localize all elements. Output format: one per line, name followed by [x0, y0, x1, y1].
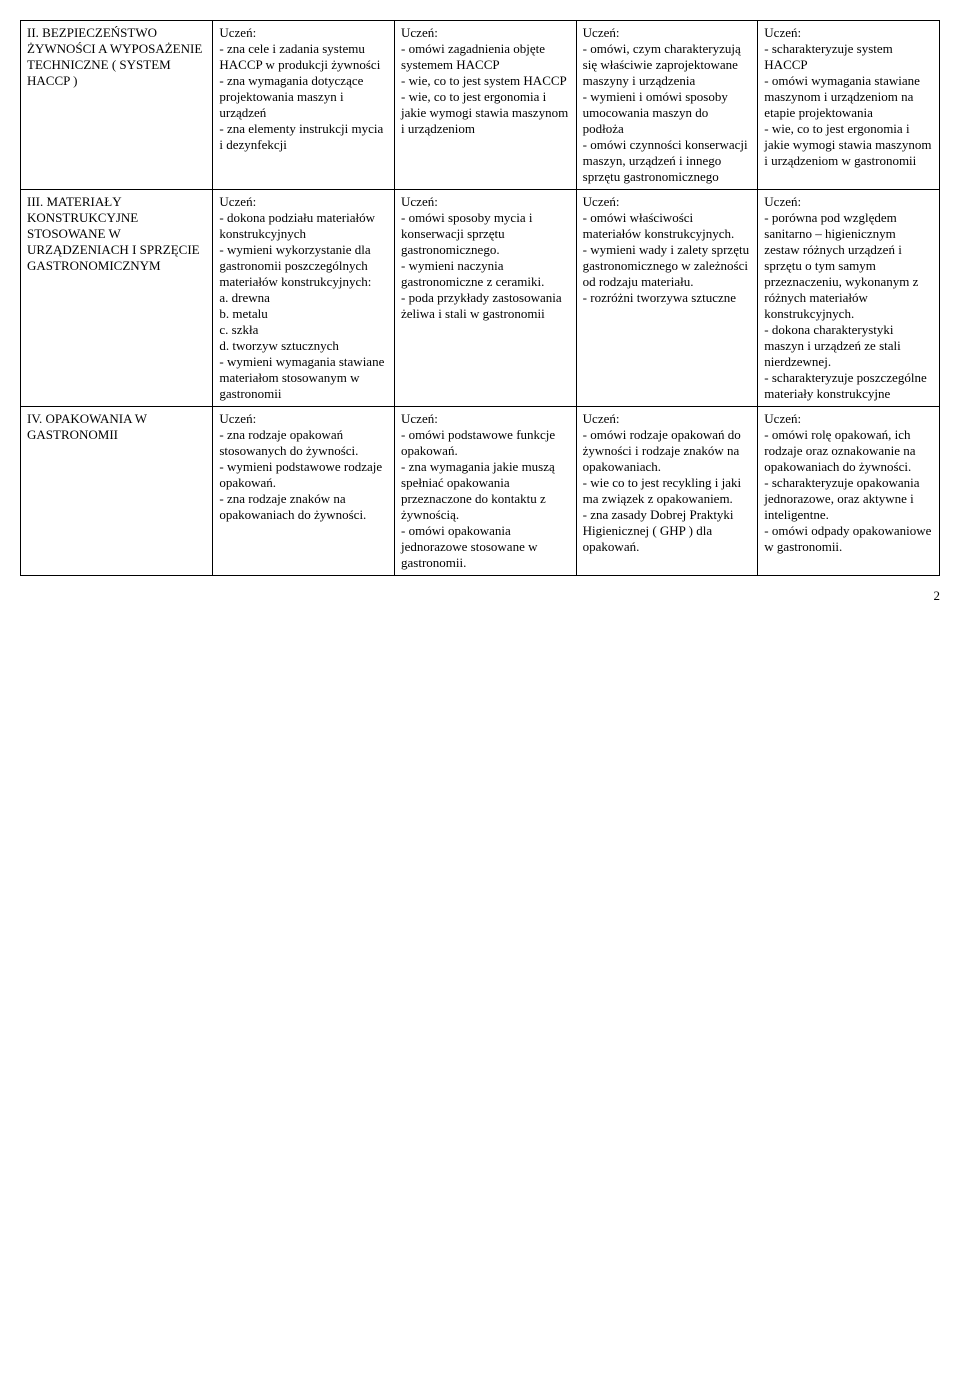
- content-cell: Uczeń: - omówi właściwości materiałów ko…: [576, 190, 758, 407]
- topic-cell: IV. OPAKOWANIA W GASTRONOMII: [21, 407, 213, 576]
- table-body: II. BEZPIECZEŃSTWO ŻYWNOŚCI A WYPOSAŻENI…: [21, 21, 940, 576]
- content-cell: Uczeń: - omówi rolę opakowań, ich rodzaj…: [758, 407, 940, 576]
- content-cell: Uczeń: - dokona podziału materiałów kons…: [213, 190, 395, 407]
- content-cell: Uczeń: - porówna pod względem sanitarno …: [758, 190, 940, 407]
- content-cell: Uczeń: - zna cele i zadania systemu HACC…: [213, 21, 395, 190]
- content-cell: Uczeń: - omówi sposoby mycia i konserwac…: [395, 190, 577, 407]
- content-cell: Uczeń: - omówi zagadnienia objęte system…: [395, 21, 577, 190]
- content-cell: Uczeń: - zna rodzaje opakowań stosowanyc…: [213, 407, 395, 576]
- topic-cell: III. MATERIAŁY KONSTRUKCYJNE STOSOWANE W…: [21, 190, 213, 407]
- table-row: IV. OPAKOWANIA W GASTRONOMII Uczeń: - zn…: [21, 407, 940, 576]
- content-cell: Uczeń: - scharakteryzuje system HACCP - …: [758, 21, 940, 190]
- table-row: II. BEZPIECZEŃSTWO ŻYWNOŚCI A WYPOSAŻENI…: [21, 21, 940, 190]
- curriculum-table: II. BEZPIECZEŃSTWO ŻYWNOŚCI A WYPOSAŻENI…: [20, 20, 940, 576]
- topic-cell: II. BEZPIECZEŃSTWO ŻYWNOŚCI A WYPOSAŻENI…: [21, 21, 213, 190]
- content-cell: Uczeń: - omówi rodzaje opakowań do żywno…: [576, 407, 758, 576]
- content-cell: Uczeń: - omówi, czym charakteryzują się …: [576, 21, 758, 190]
- page-number: 2: [20, 588, 940, 604]
- content-cell: Uczeń: - omówi podstawowe funkcje opakow…: [395, 407, 577, 576]
- table-row: III. MATERIAŁY KONSTRUKCYJNE STOSOWANE W…: [21, 190, 940, 407]
